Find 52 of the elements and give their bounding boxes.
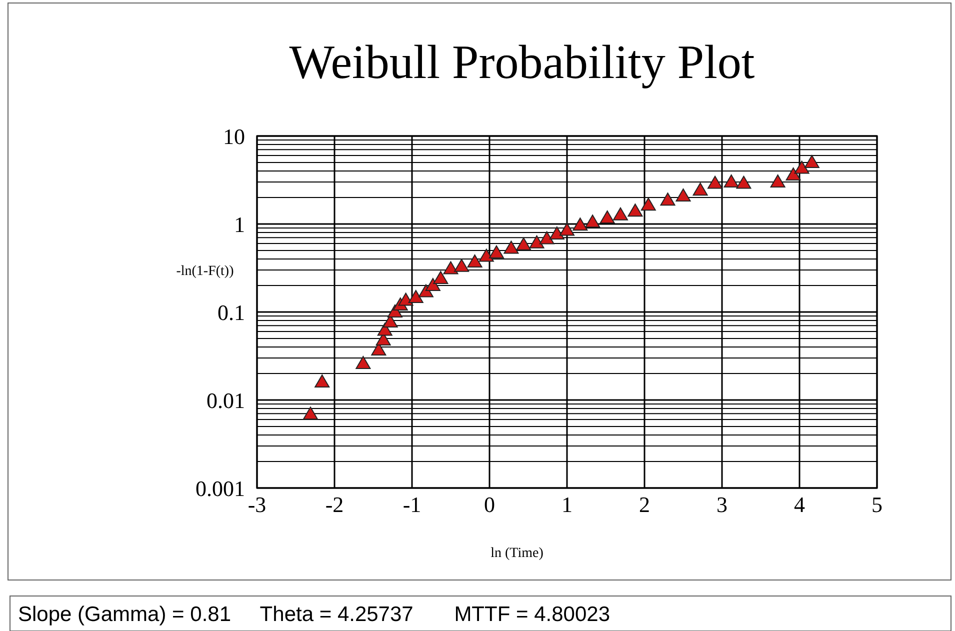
x-tick-label: 3 bbox=[716, 492, 728, 517]
point bbox=[549, 226, 564, 240]
point bbox=[516, 237, 532, 250]
point bbox=[786, 168, 801, 181]
point bbox=[585, 214, 600, 228]
point bbox=[692, 182, 708, 196]
point bbox=[398, 292, 414, 306]
point bbox=[433, 271, 448, 284]
x-tick-label: -1 bbox=[402, 492, 422, 517]
x-tick-label: -2 bbox=[325, 492, 344, 517]
x-tick-label: 4 bbox=[794, 492, 805, 517]
point bbox=[660, 192, 676, 206]
point bbox=[628, 204, 643, 217]
point bbox=[302, 406, 318, 420]
point bbox=[804, 154, 820, 168]
point bbox=[408, 290, 424, 304]
y-tick-label: 10 bbox=[223, 124, 245, 149]
point bbox=[478, 248, 494, 262]
y-tick-label: 0.01 bbox=[206, 388, 245, 413]
x-axis-title: ln (Time) bbox=[490, 546, 544, 561]
x-tick-label: 2 bbox=[639, 492, 650, 517]
point bbox=[539, 231, 554, 244]
point bbox=[488, 245, 504, 258]
point bbox=[356, 356, 371, 369]
point bbox=[425, 278, 440, 292]
point bbox=[454, 258, 470, 272]
text: Slope (Gamma) = 0.81 Theta = 4.25737 MTTF = 4.80023 bbox=[18, 603, 610, 626]
y-axis-title: -ln(1-F(t)) bbox=[176, 264, 234, 279]
x-tick-label: 5 bbox=[872, 492, 882, 517]
point bbox=[600, 210, 615, 224]
point bbox=[612, 207, 628, 220]
point bbox=[572, 218, 588, 231]
x-tick-label: 1 bbox=[562, 492, 572, 517]
x-tick-label: -3 bbox=[248, 492, 266, 517]
point bbox=[794, 160, 810, 174]
y-tick-label: 1 bbox=[234, 212, 245, 237]
point bbox=[724, 174, 739, 188]
point bbox=[443, 261, 458, 274]
point bbox=[736, 176, 752, 189]
point bbox=[640, 198, 656, 211]
y-tick-label: 0.001 bbox=[196, 476, 245, 501]
point bbox=[770, 174, 786, 188]
chart-title: Weibull Probability Plot bbox=[289, 36, 756, 89]
point bbox=[676, 188, 691, 202]
point bbox=[529, 235, 544, 248]
x-tick-label: 0 bbox=[484, 492, 495, 517]
point bbox=[504, 240, 519, 254]
point bbox=[314, 374, 330, 388]
y-tick-label: 0.1 bbox=[218, 300, 245, 325]
point bbox=[560, 222, 574, 236]
point bbox=[708, 176, 723, 189]
point bbox=[467, 254, 482, 268]
